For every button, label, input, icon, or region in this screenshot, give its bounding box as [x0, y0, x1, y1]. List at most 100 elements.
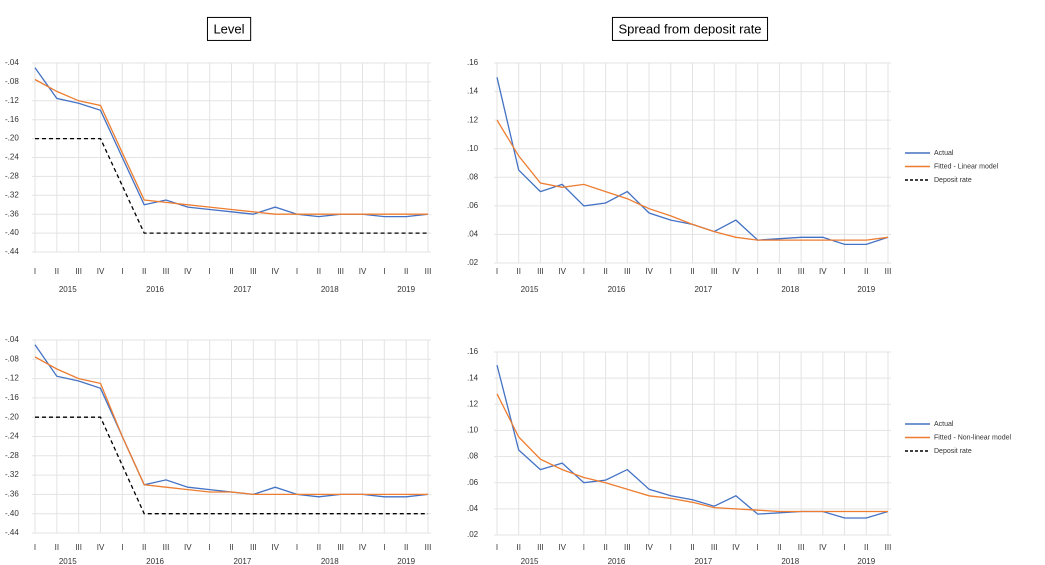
y-tick-label: .14	[467, 87, 479, 96]
x-tick-label: III	[75, 267, 82, 276]
y-tick-label: .02	[467, 258, 479, 267]
x-tick-label: IV	[97, 543, 105, 552]
year-label: 2016	[146, 557, 164, 565]
x-tick-label: I	[296, 543, 298, 552]
y-tick-label: -.12	[5, 96, 19, 105]
y-tick-label: -.16	[5, 393, 19, 402]
x-tick-label: III	[250, 543, 257, 552]
y-tick-label: -.24	[5, 432, 19, 441]
y-tick-label: -.40	[5, 228, 19, 237]
y-tick-label: .08	[467, 172, 479, 181]
x-tick-label: I	[209, 543, 211, 552]
x-tick-label: IV	[732, 267, 740, 276]
year-label: 2019	[857, 557, 875, 565]
y-tick-label: .16	[467, 347, 479, 356]
x-tick-label: I	[121, 267, 123, 276]
x-tick-label: I	[583, 543, 585, 552]
x-tick-label: I	[670, 543, 672, 552]
y-tick-label: -.28	[5, 172, 19, 181]
x-tick-label: IV	[645, 543, 653, 552]
y-tick-label: .10	[467, 144, 479, 153]
title-box	[206, 16, 252, 41]
x-tick-label: I	[843, 543, 845, 552]
x-tick-label: IV	[359, 267, 367, 276]
year-label: 2019	[397, 285, 415, 294]
x-tick-label: I	[121, 543, 123, 552]
year-label: 2018	[781, 557, 799, 565]
legend-label: Deposit rate	[934, 448, 972, 455]
x-tick-label: III	[624, 267, 631, 276]
x-tick-label: III	[425, 543, 432, 552]
y-tick-label: -.28	[5, 451, 19, 460]
year-label: 2019	[397, 557, 415, 565]
x-tick-label: III	[624, 543, 631, 552]
x-tick-label: I	[34, 543, 36, 552]
year-label: 2017	[694, 557, 712, 565]
y-tick-label: .14	[467, 373, 479, 382]
x-tick-label: I	[670, 267, 672, 276]
x-tick-label: II	[690, 267, 694, 276]
x-tick-label: IV	[645, 267, 653, 276]
x-tick-label: IV	[819, 267, 827, 276]
x-tick-label: II	[142, 267, 146, 276]
year-label: 2016	[146, 285, 164, 294]
x-tick-label: II	[777, 543, 781, 552]
x-tick-label: IV	[359, 543, 367, 552]
x-tick-label: I	[757, 543, 759, 552]
y-tick-label: -.20	[5, 134, 19, 143]
x-tick-label: II	[317, 267, 321, 276]
x-tick-label: I	[296, 267, 298, 276]
x-tick-label: I	[383, 267, 385, 276]
y-tick-label: .02	[467, 530, 479, 539]
x-tick-label: II	[55, 267, 59, 276]
y-tick-label: -.08	[5, 77, 19, 86]
series-line	[34, 78, 428, 215]
x-tick-label: II	[142, 543, 146, 552]
x-tick-label: IV	[184, 543, 192, 552]
y-tick-label: -.40	[5, 509, 19, 518]
x-tick-label: IV	[97, 267, 105, 276]
x-tick-label: I	[496, 267, 498, 276]
year-label: 2015	[59, 285, 77, 294]
x-tick-label: I	[383, 543, 385, 552]
y-tick-label: -.32	[5, 470, 19, 479]
year-label: 2018	[321, 285, 339, 294]
x-tick-label: III	[250, 267, 257, 276]
x-tick-label: III	[425, 267, 432, 276]
y-tick-label: -.36	[5, 490, 19, 499]
year-label: 2015	[59, 557, 77, 565]
year-label: 2016	[608, 285, 626, 294]
year-label: 2017	[694, 285, 712, 294]
series-line	[34, 356, 428, 496]
x-tick-label: IV	[819, 543, 827, 552]
y-tick-label: .12	[467, 115, 479, 124]
x-tick-label: I	[757, 267, 759, 276]
x-tick-label: IV	[732, 543, 740, 552]
panel-title: Spread from deposit rate	[618, 21, 761, 36]
y-tick-label: -.44	[5, 528, 19, 537]
legend-label: Fitted - Linear model	[934, 163, 999, 170]
y-tick-label: -.36	[5, 209, 19, 218]
series-line	[496, 119, 889, 241]
x-tick-label: II	[317, 543, 321, 552]
x-tick-label: III	[798, 267, 805, 276]
x-tick-label: II	[229, 543, 233, 552]
series-line	[496, 393, 888, 513]
title-box	[611, 16, 769, 41]
y-tick-label: .06	[467, 478, 479, 487]
x-tick-label: IV	[271, 267, 279, 276]
y-tick-label: -.04	[5, 58, 19, 67]
x-tick-label: III	[537, 267, 544, 276]
year-label: 2016	[608, 557, 626, 565]
y-tick-label: .08	[467, 452, 479, 461]
x-tick-label: I	[843, 267, 845, 276]
y-tick-label: -.04	[5, 335, 19, 344]
y-tick-label: -.24	[5, 153, 19, 162]
year-label: 2017	[234, 285, 252, 294]
series-line	[35, 137, 428, 234]
x-tick-label: II	[516, 543, 520, 552]
x-tick-label: III	[711, 267, 718, 276]
x-tick-label: II	[404, 267, 408, 276]
x-tick-label: III	[337, 267, 344, 276]
